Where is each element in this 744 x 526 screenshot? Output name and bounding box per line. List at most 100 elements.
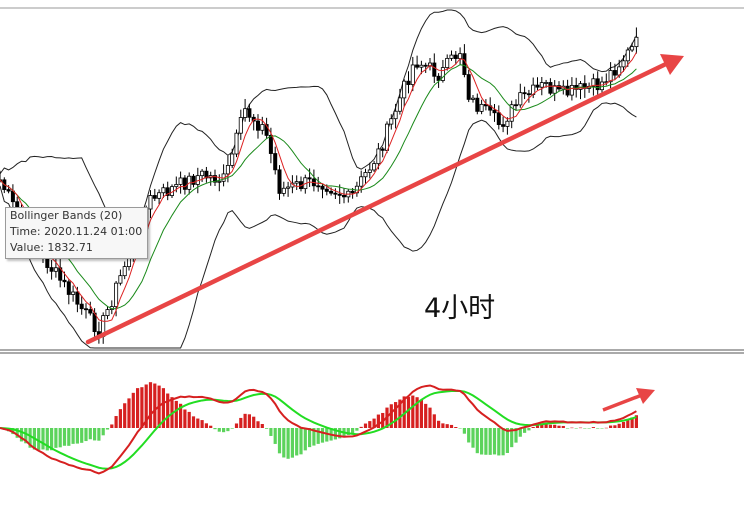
candle-body <box>526 93 531 96</box>
macd-hist <box>480 428 484 455</box>
macd-hist <box>363 423 368 428</box>
macd-hist <box>105 428 110 430</box>
candle-body <box>238 117 243 134</box>
macd-hist <box>325 428 329 442</box>
macd-hist <box>548 424 552 428</box>
macd-hist <box>621 421 626 428</box>
candle-body <box>122 266 127 277</box>
candle-body <box>449 54 454 59</box>
macd-hist <box>123 403 127 428</box>
macd-hist <box>290 428 294 458</box>
macd-hist <box>97 428 101 441</box>
candle-body <box>165 187 170 196</box>
candle-body <box>548 82 553 94</box>
candle-body <box>114 282 119 308</box>
macd <box>0 382 638 475</box>
macd-hist <box>239 417 243 428</box>
macd-hist <box>256 421 260 428</box>
macd-hist <box>437 420 441 428</box>
macd-hist <box>540 423 544 428</box>
macd-hist <box>75 428 79 444</box>
macd-hist <box>467 428 471 443</box>
candle-body <box>10 190 15 203</box>
macd-hist <box>454 427 458 428</box>
macd-hist <box>351 428 355 434</box>
macd-hist <box>209 425 213 428</box>
macd-hist <box>445 424 449 428</box>
macd-hist <box>277 428 282 454</box>
candle-body <box>105 309 110 317</box>
candle-body <box>225 165 230 175</box>
candle-body <box>445 57 450 69</box>
ma-slow <box>0 64 637 310</box>
macd-hist <box>196 418 200 428</box>
candle-body <box>277 169 282 194</box>
candle-body <box>307 177 312 180</box>
candle-body <box>612 70 617 76</box>
candle-body <box>389 118 394 125</box>
macd-hist <box>566 428 570 429</box>
candle-body <box>397 97 402 112</box>
macd-hist <box>368 421 372 428</box>
macd-hist <box>15 428 19 438</box>
macd-hist <box>583 428 587 429</box>
candle-body <box>406 80 411 85</box>
macd-hist <box>527 428 531 431</box>
candle-body <box>75 291 80 305</box>
candle-body <box>630 46 635 51</box>
macd-hist <box>574 428 578 429</box>
macd-hist <box>518 428 522 437</box>
candle-body <box>294 181 299 184</box>
candle-body <box>157 192 162 199</box>
macd-hist <box>484 428 488 455</box>
candle-body <box>423 64 428 67</box>
tooltip-value: Value: 1832.71 <box>10 241 93 254</box>
candle-body <box>350 190 355 194</box>
tooltip-time: Time: 2020.11.24 01:00 <box>10 225 143 238</box>
candle-body <box>341 194 346 198</box>
macd-hist <box>406 397 411 428</box>
candle-body <box>462 53 467 75</box>
candle-body <box>372 163 377 171</box>
candle-body <box>522 92 527 95</box>
candle-body <box>66 281 71 295</box>
macd-hist <box>174 400 178 428</box>
arrow-head <box>660 54 684 75</box>
candle-body <box>118 275 123 284</box>
candle-body <box>458 53 463 59</box>
candle-body <box>501 124 506 127</box>
macd-hist <box>24 428 28 444</box>
macd-hist <box>634 415 638 428</box>
macd-hist <box>630 417 634 428</box>
macd-hist <box>604 427 608 429</box>
macd-hist <box>37 428 41 450</box>
candle-body <box>178 177 183 185</box>
macd-hist <box>609 425 613 428</box>
macd-hist <box>557 425 561 428</box>
candle-body <box>514 104 519 107</box>
macd-hist <box>372 418 376 428</box>
macd-hist <box>247 414 251 428</box>
macd-hist <box>424 403 428 428</box>
candle-body <box>329 190 334 194</box>
candle-body <box>440 67 445 81</box>
candle-body <box>62 279 67 283</box>
macd-hist <box>497 428 501 456</box>
candle-body <box>419 64 424 68</box>
candle-body <box>53 267 58 272</box>
candle-body <box>479 103 484 112</box>
macd-hist <box>19 428 24 442</box>
macd-hist <box>144 384 148 428</box>
macd-hist <box>50 428 54 451</box>
candle-body <box>148 195 153 210</box>
candle-body <box>552 85 557 94</box>
macd-hist <box>226 428 230 432</box>
macd-hist <box>136 388 140 428</box>
macd-hist <box>45 428 49 451</box>
macd-hist <box>101 428 105 436</box>
macd-hist <box>191 416 196 428</box>
macd-hist <box>217 428 221 432</box>
candle-body <box>316 185 321 188</box>
candle-body <box>212 175 217 183</box>
